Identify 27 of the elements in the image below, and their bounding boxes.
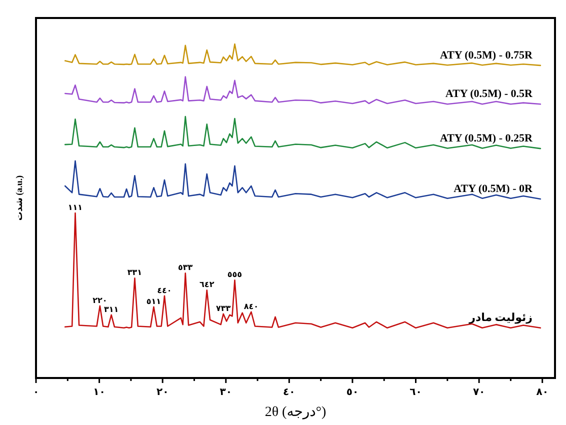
- x-tick-label: ٨٠: [536, 387, 548, 398]
- x-tick-label: ١٠: [93, 387, 106, 398]
- x-tick-label: ٦٠: [410, 387, 422, 398]
- annotation: ٨٤٠: [244, 302, 259, 311]
- x-tick-label: ٥٠: [346, 387, 359, 398]
- y-axis-title: شدت (a.u.): [14, 175, 24, 221]
- series-label: ATY (0.5M) - 0.25R: [440, 132, 534, 145]
- annotation: ٤٤٠: [157, 286, 172, 295]
- annotation: ٥٣٣: [178, 263, 193, 272]
- series-label: ATY (0.5M) - 0.5R: [445, 88, 534, 100]
- annotation: ٥٥٥: [227, 270, 242, 280]
- annotation: ٣١١: [104, 304, 119, 314]
- series-label: ATY (0.5M) - 0R: [454, 183, 534, 195]
- annotation: ٢٢٠: [92, 296, 108, 305]
- annotation: ٧٣٣: [216, 304, 231, 313]
- annotation: ٦٤٢: [200, 280, 214, 290]
- annotation: ٣٣١: [127, 268, 142, 278]
- annotation: ١١١: [68, 203, 83, 212]
- x-tick-label: ٠: [32, 387, 40, 398]
- annotation: ٥١١: [146, 296, 162, 306]
- x-tick-label: ٣٠: [220, 387, 232, 398]
- x-tick-label: ٢٠: [156, 387, 169, 398]
- x-tick-label: ٤٠: [283, 387, 296, 398]
- x-tick-label: ٧٠: [472, 387, 486, 398]
- series-label: ATY (0.5M) - 0.75R: [440, 49, 534, 62]
- series-label: زئولیت مادر: [468, 312, 532, 324]
- x-axis-title: 2θ (درجه°): [264, 405, 326, 420]
